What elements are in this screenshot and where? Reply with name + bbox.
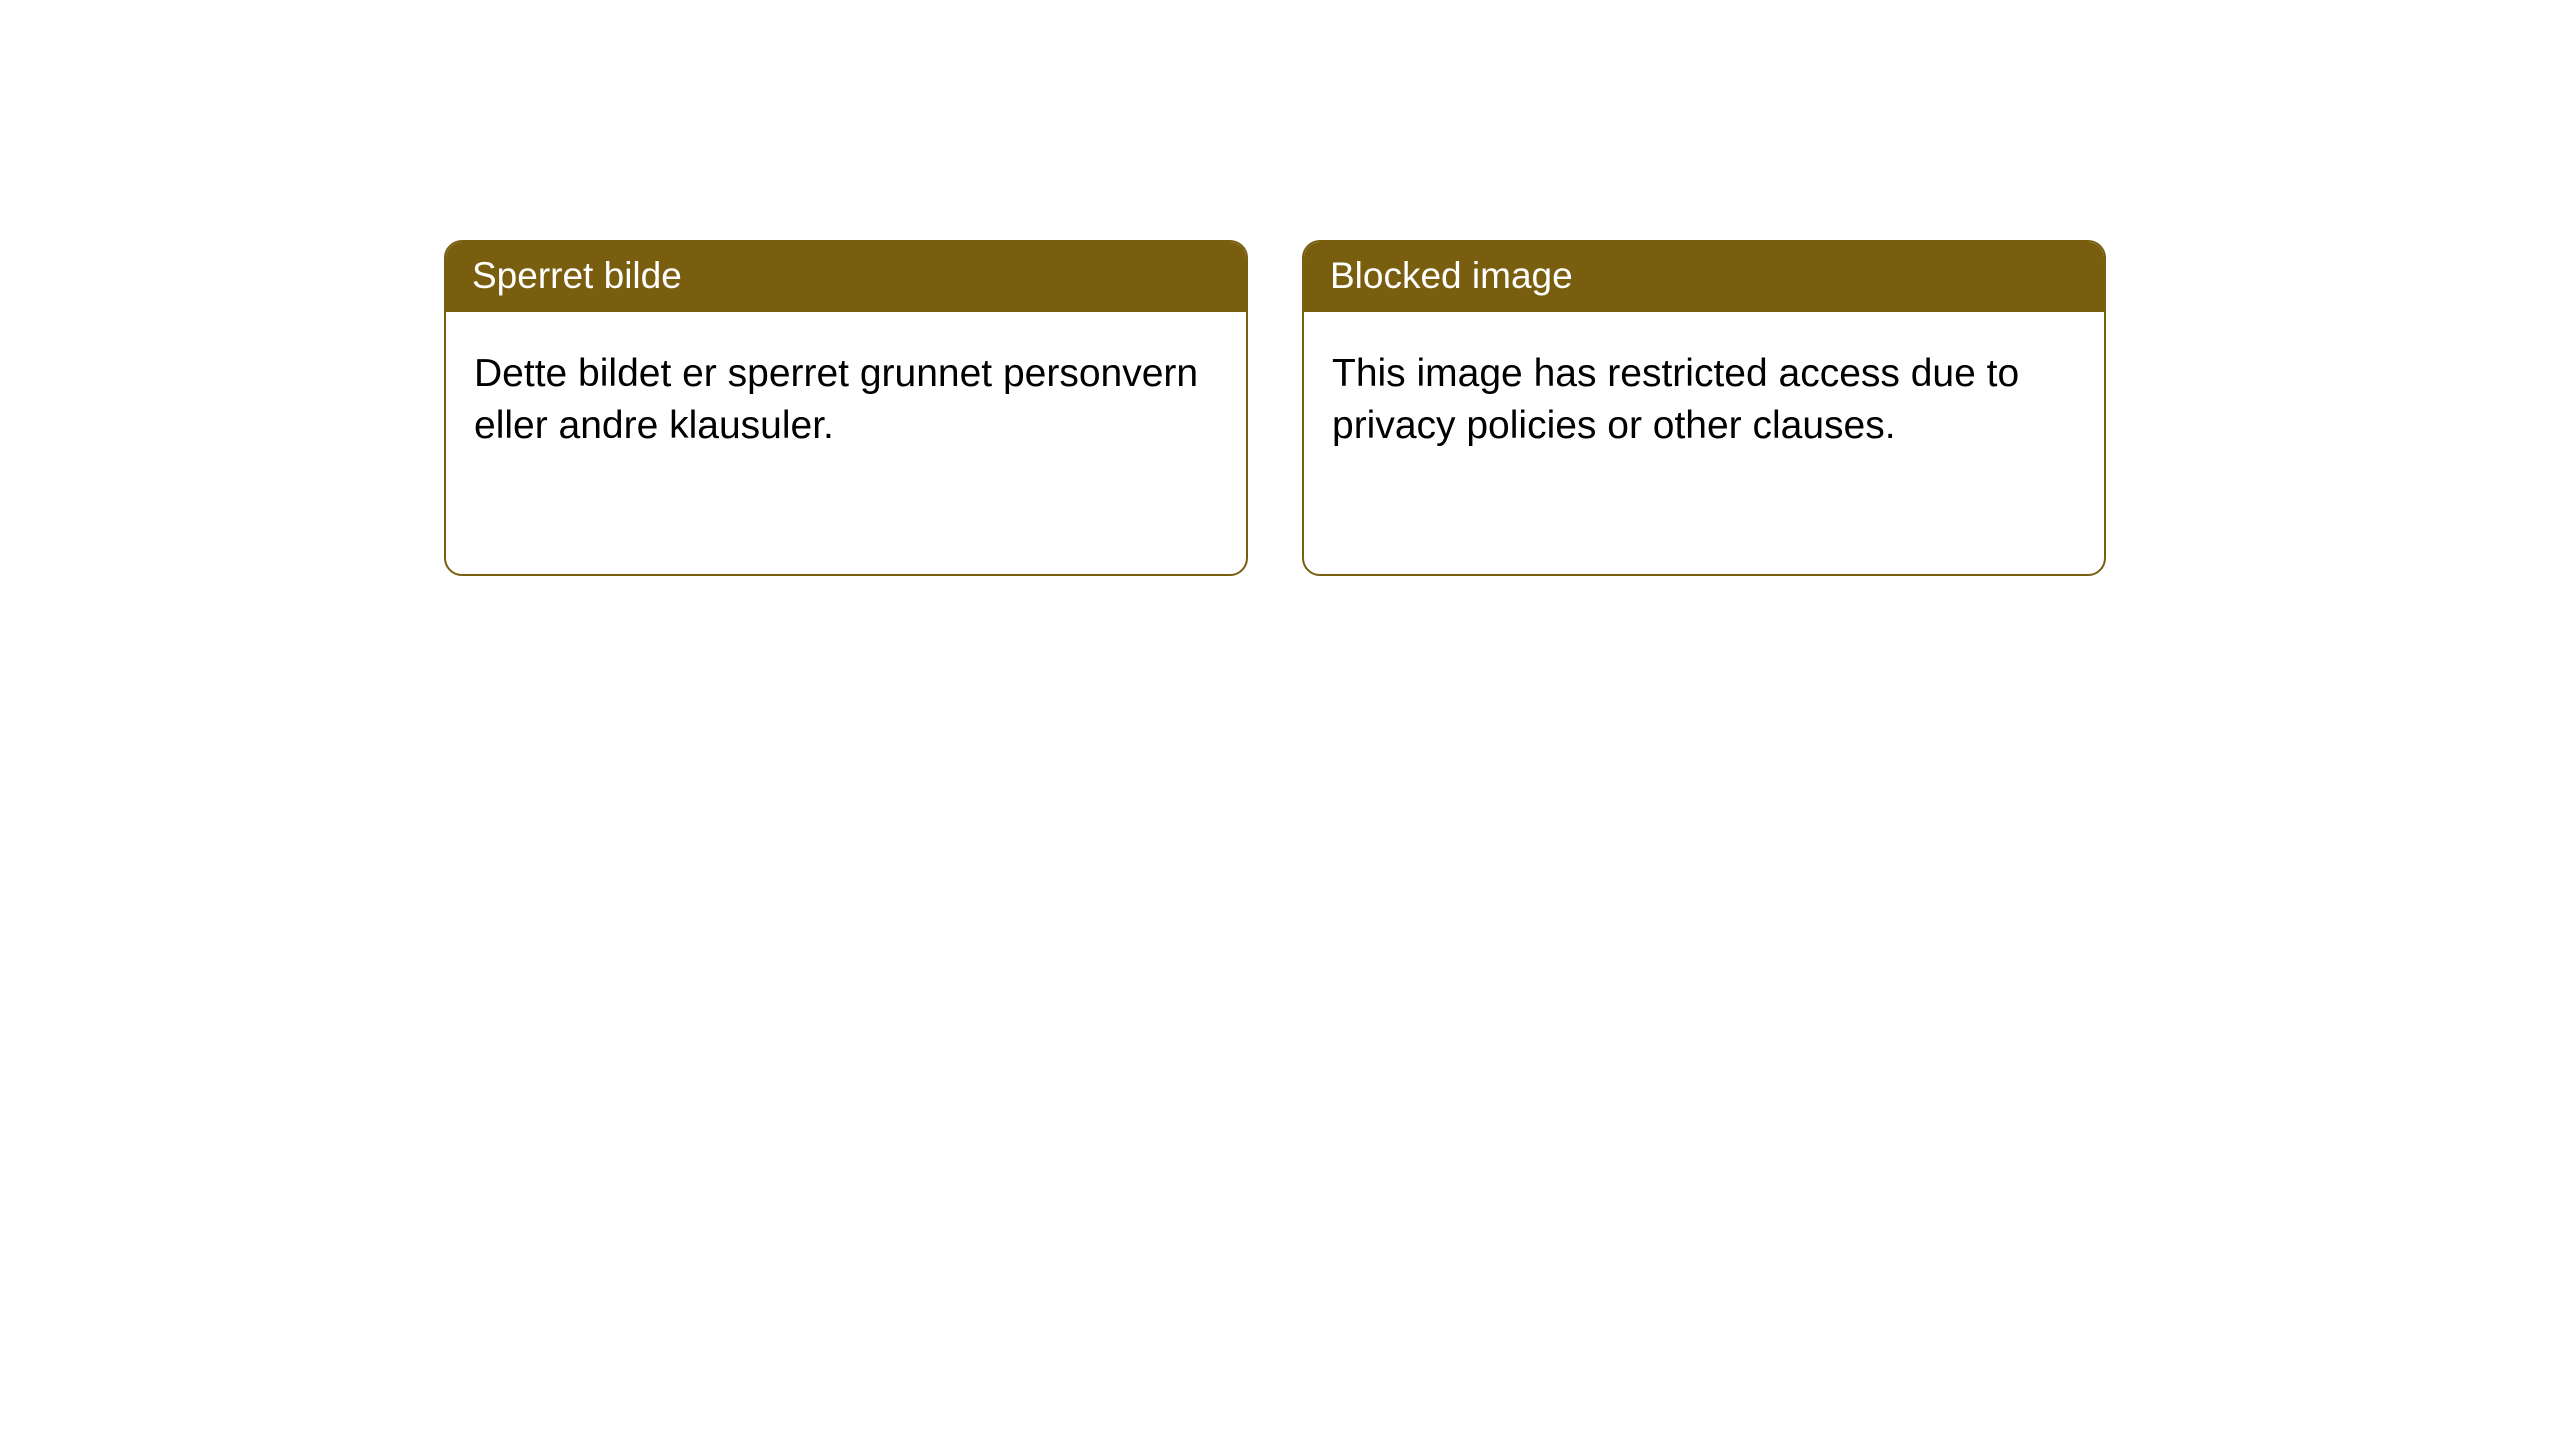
- card-title: Sperret bilde: [472, 255, 682, 296]
- card-header: Blocked image: [1304, 242, 2104, 312]
- blocked-image-card-en: Blocked image This image has restricted …: [1302, 240, 2106, 576]
- blocked-image-card-no: Sperret bilde Dette bildet er sperret gr…: [444, 240, 1248, 576]
- card-header: Sperret bilde: [446, 242, 1246, 312]
- card-body-text: Dette bildet er sperret grunnet personve…: [474, 352, 1198, 446]
- card-body-text: This image has restricted access due to …: [1332, 352, 2019, 446]
- card-body: Dette bildet er sperret grunnet personve…: [446, 312, 1246, 487]
- notice-container: Sperret bilde Dette bildet er sperret gr…: [0, 0, 2560, 576]
- card-body: This image has restricted access due to …: [1304, 312, 2104, 487]
- card-title: Blocked image: [1330, 255, 1573, 296]
